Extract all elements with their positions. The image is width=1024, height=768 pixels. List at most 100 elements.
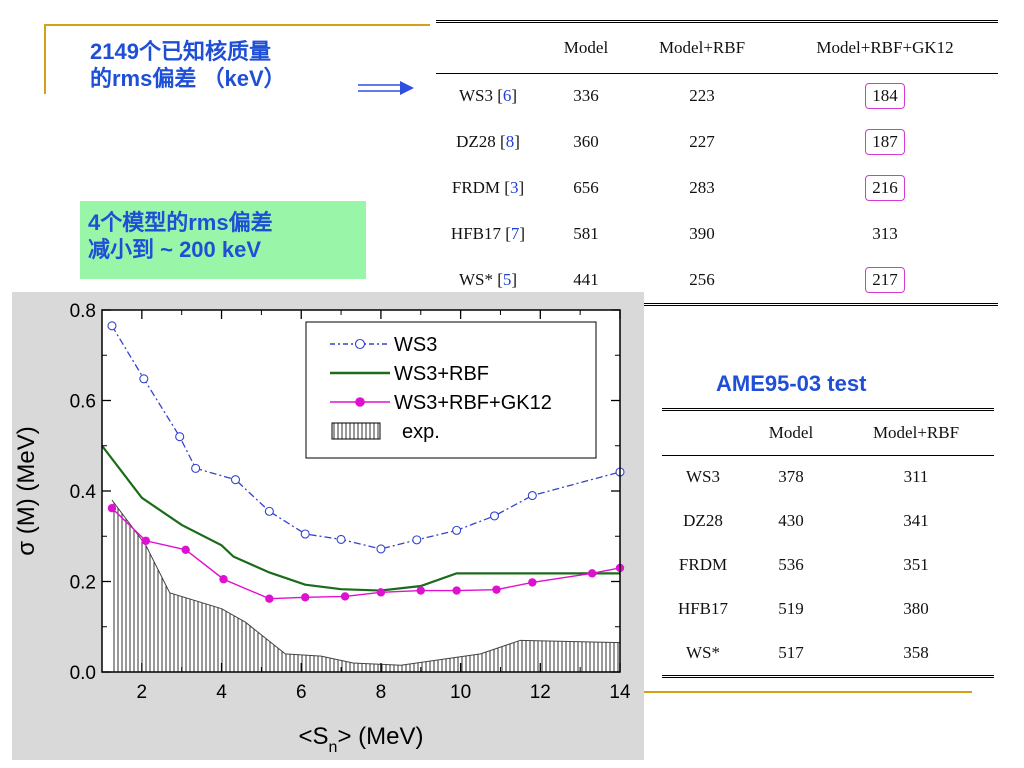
series-line-ws3-rbf-gk12 bbox=[111, 507, 621, 600]
x-tick-label: 12 bbox=[530, 682, 551, 703]
point-ws3-rbf-gk12 bbox=[452, 586, 461, 595]
point-ws3-rbf-gk12 bbox=[265, 594, 274, 603]
point-ws3 bbox=[336, 534, 346, 544]
reference-link[interactable]: 3 bbox=[509, 178, 519, 197]
left-accent-line bbox=[44, 24, 46, 94]
rbf-value: 256 bbox=[689, 270, 715, 289]
rms-label-line1: 2149个已知核质量 bbox=[90, 39, 271, 64]
point-ws3-rbf-gk12 bbox=[301, 593, 310, 602]
t1-header-rbf: Model+RBF bbox=[658, 37, 746, 57]
bracket-close: ] bbox=[514, 132, 520, 151]
sigma-chart: 2 4 6 8 10 12 14 0.0 0.2 0.4 0.6 0.8 <Sn> (MeV) σ (M)… bbox=[13, 301, 631, 756]
gk-cell: 217 bbox=[772, 257, 998, 303]
rbf-value: 311 bbox=[838, 454, 994, 499]
point-ws3 bbox=[412, 535, 422, 545]
point-ws3-rbf-gk12 bbox=[107, 503, 117, 513]
top-accent-line bbox=[44, 24, 430, 26]
bracket-close: ] bbox=[511, 86, 518, 106]
point-ws3 bbox=[527, 490, 537, 501]
row-model-name: WS* [5] bbox=[436, 257, 540, 303]
point-ws3-rbf-gk12 bbox=[416, 586, 425, 595]
point-ws3-rbf-gk12 bbox=[492, 585, 501, 594]
model-name: WS* bbox=[686, 643, 720, 662]
legend-marker bbox=[355, 397, 365, 407]
point-ws3 bbox=[230, 475, 241, 485]
point-ws3 bbox=[107, 321, 117, 331]
model-value: 581 bbox=[573, 224, 599, 243]
model-name: WS3 bbox=[662, 454, 744, 499]
point-ws3-rbf-gk12 bbox=[528, 578, 537, 587]
bracket-close: ] bbox=[519, 224, 526, 243]
gk-value: 216 bbox=[865, 175, 905, 201]
table-row: HFB17 [7] 581 390 313 bbox=[436, 211, 998, 257]
y-tick-label: 0.6 bbox=[70, 392, 96, 413]
legend-label: exp. bbox=[402, 421, 440, 443]
point-ws3 bbox=[175, 432, 185, 442]
bracket-close: ] bbox=[518, 178, 525, 197]
model-value: 519 bbox=[778, 599, 804, 618]
table-row: WS3 378 311 bbox=[662, 454, 994, 499]
table-top-rule bbox=[436, 20, 998, 23]
y-axis-label: σ (M) (MeV) bbox=[13, 426, 40, 555]
legend-swatch-exp bbox=[331, 422, 381, 440]
ame-test-title: AME95-03 test bbox=[716, 371, 867, 396]
row-model-name: HFB17 [7] bbox=[436, 211, 540, 257]
rms-label-line2: 的rms偏差 （keV） bbox=[90, 66, 286, 91]
chart-panel: 2 4 6 8 10 12 14 0.0 0.2 0.4 0.6 0.8 <Sn> (MeV) σ (M)… bbox=[12, 292, 644, 760]
row-model-name: WS3 [6] bbox=[436, 72, 540, 119]
y-tick-label: 0.8 bbox=[70, 301, 96, 322]
rbf-value: 227 bbox=[689, 132, 715, 151]
table-row: WS* 517 358 bbox=[662, 631, 994, 675]
table-row: HFB17 519 380 bbox=[662, 587, 994, 631]
legend-marker bbox=[354, 338, 366, 350]
series-line-ws3 bbox=[111, 325, 621, 550]
table-row: DZ28 430 341 bbox=[662, 499, 994, 543]
model-value: 378 bbox=[744, 454, 838, 499]
point-ws3 bbox=[191, 463, 201, 473]
rbf-value: 223 bbox=[632, 72, 772, 119]
x-tick-label: 4 bbox=[216, 682, 227, 703]
rbf-value: 351 bbox=[903, 555, 929, 574]
reference-link[interactable]: 7 bbox=[510, 224, 520, 243]
ame-table: Model Model+RBF WS3 378 311 DZ28 430 341 FRDM 5… bbox=[662, 408, 994, 678]
point-ws3 bbox=[139, 374, 149, 384]
gk-value: 187 bbox=[865, 129, 905, 155]
x-tick-label: 2 bbox=[137, 682, 148, 703]
exp-area-edge bbox=[111, 499, 621, 666]
t2-header-blank bbox=[662, 411, 744, 455]
reference-link[interactable]: 5 bbox=[502, 270, 512, 289]
x-tick-label: 6 bbox=[296, 682, 307, 703]
model-name: WS3 [ bbox=[458, 86, 503, 106]
reference-link[interactable]: 6 bbox=[502, 86, 512, 106]
point-ws3 bbox=[300, 529, 310, 539]
x-tick-label: 10 bbox=[450, 682, 471, 703]
gk-cell: 313 bbox=[772, 211, 998, 257]
point-ws3-rbf-gk12 bbox=[376, 588, 386, 597]
x-tick-label: 14 bbox=[609, 682, 631, 703]
point-ws3-rbf-gk12 bbox=[181, 545, 190, 555]
model-name: WS* [ bbox=[458, 270, 503, 289]
legend-label: WS3+RBF bbox=[394, 363, 489, 385]
table2-bottom-rule bbox=[662, 675, 994, 678]
model-value: 517 bbox=[778, 643, 804, 662]
x-axis-label: <Sn> (MeV) bbox=[299, 723, 424, 756]
rbf-value: 390 bbox=[689, 224, 715, 243]
model-name: DZ28 [ bbox=[456, 132, 506, 151]
point-ws3 bbox=[264, 506, 274, 516]
legend-label: WS3+RBF+GK12 bbox=[394, 392, 552, 414]
rbf-value: 358 bbox=[903, 643, 929, 662]
row-model-name: FRDM [3] bbox=[436, 165, 540, 211]
t1-header-blank bbox=[436, 23, 540, 73]
table2-top-rule bbox=[662, 408, 994, 411]
arrow-right-icon bbox=[358, 81, 414, 95]
gk-cell: 216 bbox=[772, 165, 998, 211]
point-ws3 bbox=[452, 525, 462, 535]
y-tick-label: 0.4 bbox=[70, 482, 97, 503]
rms-label: 2149个已知核质量 的rms偏差 （keV） bbox=[90, 38, 286, 92]
bracket-close: ] bbox=[511, 270, 518, 289]
table-row: FRDM 536 351 bbox=[662, 543, 994, 587]
bottom-accent-line bbox=[640, 691, 972, 693]
reference-link[interactable]: 8 bbox=[505, 132, 515, 151]
model-value: 441 bbox=[573, 270, 599, 289]
point-ws3 bbox=[489, 511, 500, 521]
